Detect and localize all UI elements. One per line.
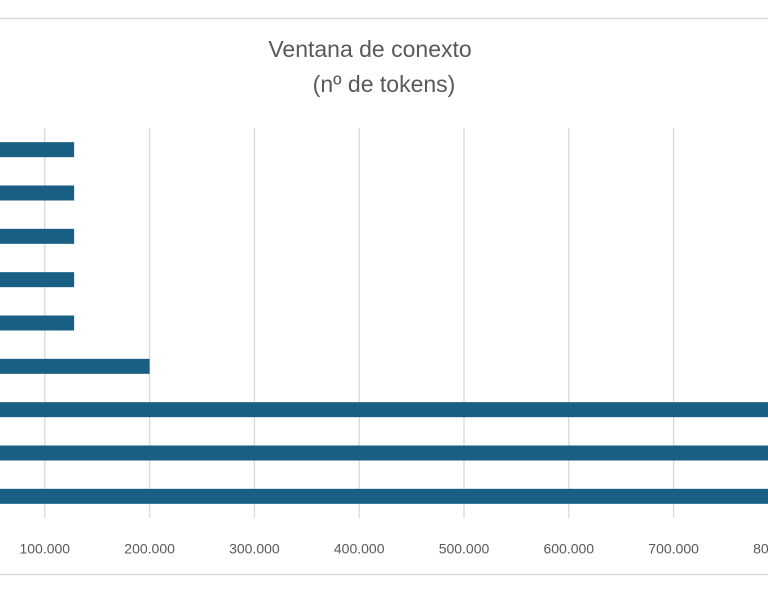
- x-tick-label: 400.000: [334, 541, 385, 557]
- bar: [0, 228, 75, 244]
- chart-subtitle: (nº de tokens): [313, 71, 456, 97]
- bar: [0, 445, 768, 461]
- bar: [0, 142, 75, 158]
- x-tick-label: 200.000: [124, 541, 175, 557]
- bar: [0, 488, 768, 504]
- x-tick-label: 800.000: [753, 541, 768, 557]
- chart-title: Ventana de conexto: [268, 36, 471, 62]
- bar: [0, 315, 75, 331]
- bar: [0, 402, 768, 418]
- bar: [0, 272, 75, 288]
- bar: [0, 358, 150, 374]
- x-tick-label: 100.000: [19, 541, 70, 557]
- x-tick-label: 600.000: [543, 541, 594, 557]
- x-tick-label: 700.000: [648, 541, 699, 557]
- bar: [0, 185, 75, 201]
- x-tick-label: 500.000: [439, 541, 490, 557]
- x-tick-label: 300.000: [229, 541, 280, 557]
